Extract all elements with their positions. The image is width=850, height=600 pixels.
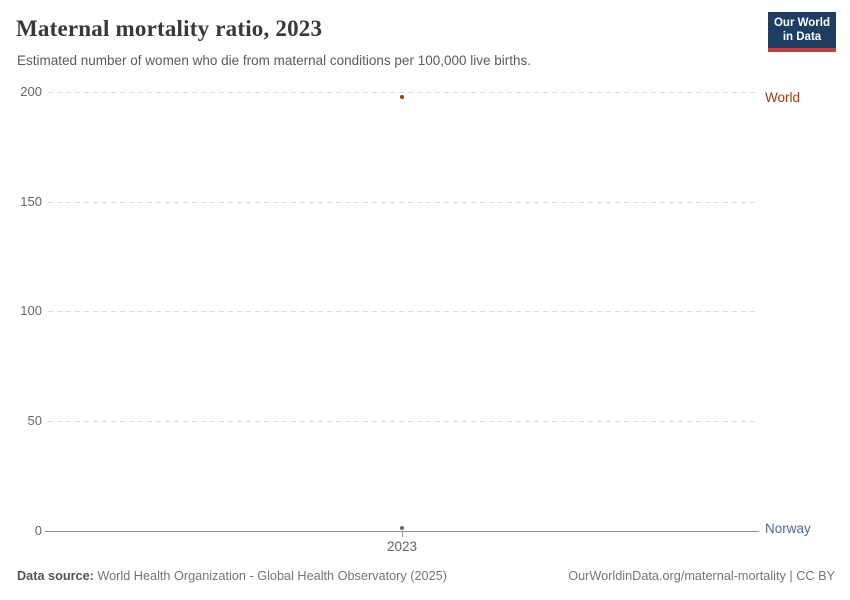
chart-subtitle: Estimated number of women who die from m… — [17, 53, 532, 68]
x-tick-label-2023: 2023 — [386, 539, 418, 554]
chart-title: Maternal mortality ratio, 2023 — [16, 16, 323, 41]
data-source-label: Data source: — [17, 569, 94, 583]
y-tick-label-150: 150 — [20, 194, 42, 209]
y-tick-label-100: 100 — [20, 303, 42, 318]
entity-label-norway[interactable]: Norway — [765, 521, 811, 536]
data-source-text: World Health Organization - Global Healt… — [93, 569, 447, 583]
entity-label-world[interactable]: World — [765, 90, 801, 105]
data-point-world[interactable] — [400, 95, 404, 99]
owid-logo-line2: in Data — [782, 30, 822, 43]
gridline-150 — [48, 202, 758, 203]
y-tick-label-200: 200 — [20, 84, 42, 99]
data-point-norway[interactable] — [400, 526, 404, 530]
x-axis-baseline — [45, 531, 759, 532]
x-tick-mark-2023 — [402, 532, 403, 537]
gridline-100 — [48, 311, 758, 312]
y-tick-label-0: 0 — [34, 523, 42, 538]
y-tick-label-50: 50 — [27, 413, 42, 428]
data-source-note: Data source: World Health Organization -… — [17, 569, 447, 583]
owid-logo[interactable]: Our World in Data — [768, 12, 836, 52]
gridline-50 — [48, 421, 758, 422]
credit-link[interactable]: OurWorldinData.org/maternal-mortality | … — [568, 569, 835, 583]
owid-logo-line1: Our World — [773, 17, 830, 29]
gridline-200 — [48, 92, 758, 93]
